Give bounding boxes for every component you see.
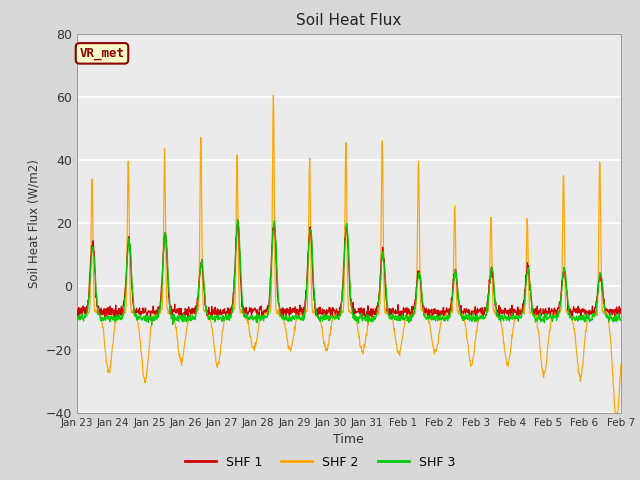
SHF 1 <box>195 293 202 299</box>
Line: SHF 1: SHF 1 <box>77 221 621 320</box>
Line: SHF 3: SHF 3 <box>77 219 621 325</box>
SHF 3 <box>181 312 189 318</box>
SHF 2 <box>180 342 188 348</box>
SHF 2 <box>269 93 277 98</box>
SHF 3 <box>195 296 202 302</box>
SHF 1 <box>255 306 263 312</box>
SHF 1 <box>181 313 189 319</box>
SHF 1 <box>553 310 561 315</box>
SHF 2 <box>434 342 442 348</box>
Text: VR_met: VR_met <box>79 47 125 60</box>
SHF 1 <box>434 314 442 320</box>
SHF 1 <box>234 218 242 224</box>
SHF 3 <box>234 216 241 222</box>
Line: SHF 2: SHF 2 <box>77 96 621 413</box>
SHF 2 <box>255 323 262 328</box>
SHF 2 <box>194 307 202 312</box>
SHF 1 <box>147 317 154 323</box>
SHF 2 <box>617 361 625 367</box>
SHF 3 <box>505 315 513 321</box>
SHF 3 <box>148 323 156 328</box>
SHF 3 <box>434 318 442 324</box>
SHF 3 <box>73 318 81 324</box>
SHF 1 <box>73 312 81 317</box>
SHF 2 <box>553 311 561 316</box>
SHF 1 <box>505 308 513 313</box>
X-axis label: Time: Time <box>333 433 364 446</box>
SHF 3 <box>255 313 263 319</box>
SHF 1 <box>617 311 625 316</box>
SHF 2 <box>612 410 620 416</box>
SHF 2 <box>73 307 81 313</box>
SHF 2 <box>505 360 513 366</box>
SHF 3 <box>617 317 625 323</box>
Title: Soil Heat Flux: Soil Heat Flux <box>296 13 401 28</box>
Legend: SHF 1, SHF 2, SHF 3: SHF 1, SHF 2, SHF 3 <box>180 451 460 474</box>
SHF 3 <box>553 315 561 321</box>
Y-axis label: Soil Heat Flux (W/m2): Soil Heat Flux (W/m2) <box>27 159 40 288</box>
